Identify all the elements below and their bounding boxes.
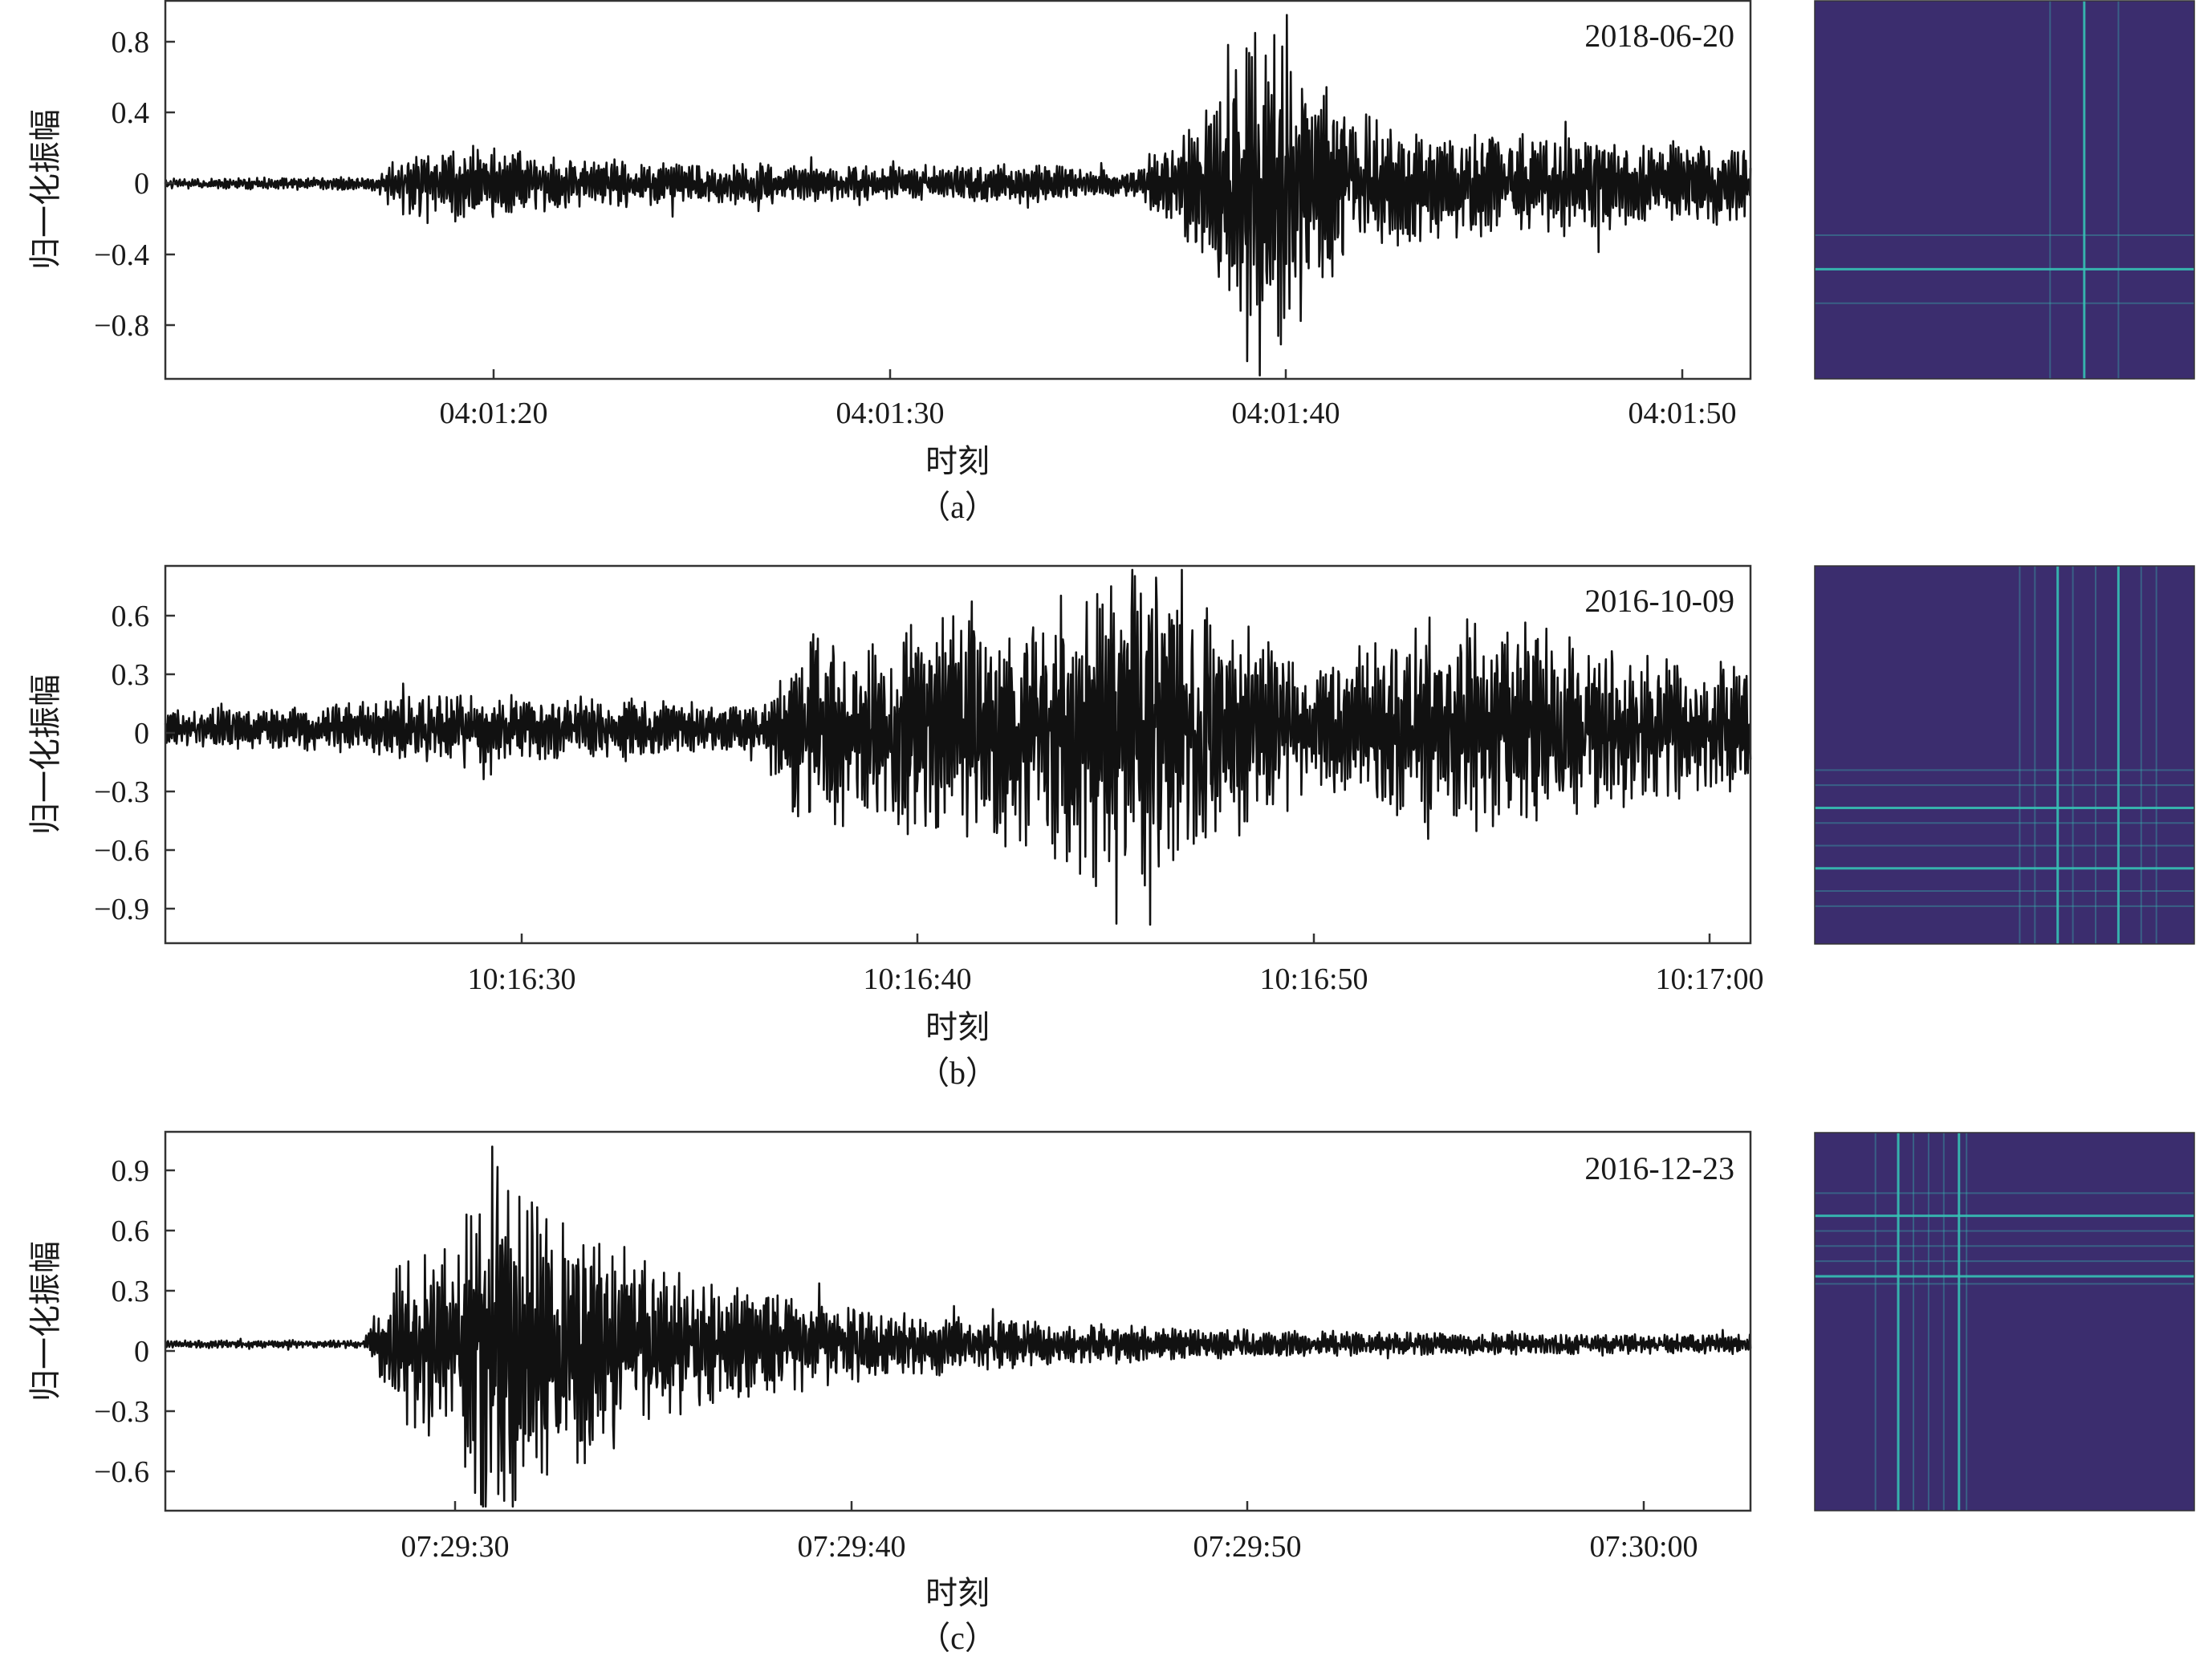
y-tick-label: 0.6 (112, 1214, 150, 1248)
panel-caption-a: （a） (918, 489, 997, 525)
y-tick-label: −0.4 (94, 238, 149, 272)
x-tick-label: 07:30:00 (1589, 1530, 1698, 1564)
axes-frame-c (164, 1130, 1752, 1512)
y-tick-label: 0.4 (112, 96, 150, 130)
x-tick-label: 04:01:40 (1231, 397, 1340, 430)
axes-frame-a (164, 0, 1752, 380)
x-tick-label: 07:29:50 (1193, 1530, 1301, 1564)
plot-area-c (164, 1130, 1752, 1512)
y-tick-label: 0 (134, 717, 149, 751)
waveform-line-c (164, 1145, 1752, 1508)
waveform-line-b (164, 568, 1752, 926)
y-axis-b: 0.6 0.3 0 −0.3 −0.6 −0.9 (94, 600, 175, 926)
y-tick-label: 0.9 (112, 1154, 150, 1188)
y-axis-a: 0.8 0.4 0 −0.4 −0.8 (94, 26, 175, 343)
heatmap-lines-c (1815, 1133, 2194, 1511)
x-tick-label: 04:01:20 (439, 397, 547, 430)
y-tick-label: −0.8 (94, 309, 149, 343)
x-axis-b: 10:16:30 10:16:40 10:16:50 10:17:00 (467, 934, 1764, 996)
panel-caption-c: （c） (918, 1620, 997, 1656)
plot-area-b (164, 564, 1752, 945)
y-tick-label: 0.8 (112, 26, 150, 59)
x-tick-label: 10:16:30 (467, 962, 575, 996)
plot-area-a (164, 0, 1752, 380)
heatmap-background-b (1815, 566, 2194, 944)
y-axis-title-c: 归一化振幅 (27, 1241, 63, 1402)
waveform-line-a (164, 14, 1752, 376)
y-axis-c: 0.9 0.6 0.3 0 −0.3 −0.6 (94, 1154, 175, 1489)
heatmap-background-c (1815, 1133, 2194, 1511)
heatmap-c (1814, 1132, 2195, 1511)
y-tick-label: −0.3 (94, 775, 149, 809)
y-axis-title-a: 归一化振幅 (27, 109, 63, 270)
y-tick-label: −0.6 (94, 1455, 149, 1489)
y-tick-label: 0.6 (112, 600, 150, 633)
x-axis-a: 04:01:20 04:01:30 04:01:40 04:01:50 (439, 369, 1737, 430)
x-tick-label: 04:01:50 (1628, 397, 1736, 430)
x-tick-label: 07:29:30 (401, 1530, 509, 1564)
y-axis-title-b: 归一化振幅 (27, 674, 63, 835)
heatmap-frame-b (1814, 565, 2195, 945)
heatmap-b (1814, 565, 2195, 945)
x-tick-label: 10:16:50 (1259, 962, 1368, 996)
heatmap-lines-a (1815, 1, 2194, 379)
x-axis-title-b: 时刻 (925, 1009, 990, 1045)
y-tick-label: −0.3 (94, 1395, 149, 1429)
x-tick-label: 10:17:00 (1655, 962, 1763, 996)
heatmap-background-a (1815, 1, 2194, 379)
x-tick-label: 07:29:40 (797, 1530, 905, 1564)
x-axis-title-a: 时刻 (925, 443, 990, 479)
y-tick-label: 0 (134, 167, 149, 201)
x-tick-label: 10:16:40 (863, 962, 971, 996)
date-label-b: 2016-10-09 (1584, 583, 1734, 619)
heatmap-a (1814, 0, 2195, 380)
heatmap-frame-a (1814, 0, 2195, 380)
heatmap-lines-b (1815, 566, 2194, 944)
panel-c: 0.9 0.6 0.3 0 −0.3 −0.6 07:29:30 07:29:4… (27, 1130, 2195, 1656)
date-label-c: 2016-12-23 (1584, 1150, 1734, 1186)
x-tick-label: 04:01:30 (836, 397, 944, 430)
y-tick-label: 0 (134, 1335, 149, 1369)
y-tick-label: −0.6 (94, 834, 149, 868)
x-axis-c: 07:29:30 07:29:40 07:29:50 07:30:00 (401, 1501, 1698, 1564)
panel-a: 0.8 0.4 0 −0.4 −0.8 04:01:20 04:01:30 04… (27, 0, 2195, 525)
heatmap-frame-c (1814, 1132, 2195, 1511)
panel-caption-b: （b） (917, 1055, 998, 1091)
y-tick-label: 0.3 (112, 1275, 150, 1308)
x-axis-title-c: 时刻 (925, 1575, 990, 1611)
date-label-a: 2018-06-20 (1584, 18, 1734, 54)
panel-b: 0.6 0.3 0 −0.3 −0.6 −0.9 10:16:30 10:16:… (27, 564, 2195, 1091)
axes-frame-b (164, 564, 1752, 945)
y-tick-label: 0.3 (112, 658, 150, 692)
y-tick-label: −0.9 (94, 893, 149, 926)
